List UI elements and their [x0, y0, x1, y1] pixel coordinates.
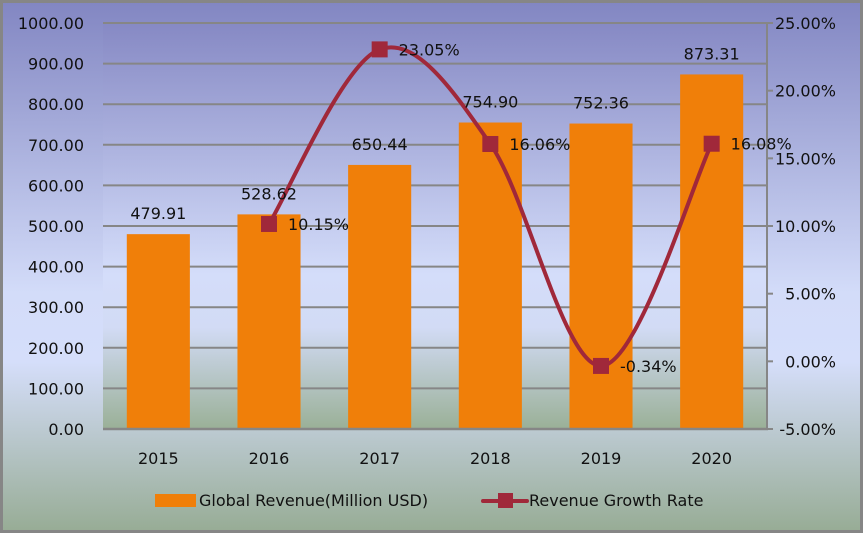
y-left-tick-label: 600.00	[28, 176, 84, 195]
growth-value-label: -0.34%	[620, 357, 677, 376]
legend-label-growth: Revenue Growth Rate	[529, 491, 703, 510]
x-tick-label: 2017	[359, 449, 400, 468]
growth-value-label: 10.15%	[288, 215, 349, 234]
bar-value-label: 528.62	[241, 184, 297, 203]
bar-2018	[458, 122, 522, 430]
marker-2016	[261, 215, 277, 232]
legend-item-revenue[interactable]: Global Revenue(Million USD)	[155, 491, 428, 510]
y-right-tick-label: 25.00%	[775, 14, 836, 33]
y-right-tick-label: -5.00%	[779, 420, 836, 439]
y-left-tick-label: 200.00	[28, 339, 84, 358]
bar-series	[126, 74, 744, 430]
bar-value-label: 873.31	[684, 44, 740, 63]
gridlines	[103, 22, 767, 390]
growth-value-label: 23.05%	[399, 40, 460, 59]
legend-item-growth[interactable]: Revenue Growth Rate	[481, 491, 703, 510]
x-axis-labels: 2015 2016 2017 2018 2019 2020	[138, 449, 732, 468]
y-right-tick-label: 10.00%	[775, 217, 836, 236]
legend-swatch-marker	[498, 493, 513, 508]
y-right-tick-label: 20.00%	[775, 82, 836, 101]
y-left-tick-label: 900.00	[28, 55, 84, 74]
legend-label-revenue: Global Revenue(Million USD)	[199, 491, 428, 510]
x-tick-label: 2015	[138, 449, 179, 468]
y-left-tick-label: 800.00	[28, 95, 84, 114]
y-axis-left-labels: 0.00 100.00 200.00 300.00 400.00 500.00 600.00…	[18, 14, 84, 439]
axes	[103, 22, 773, 431]
bar-2017	[348, 164, 412, 429]
x-tick-label: 2018	[470, 449, 511, 468]
marker-2020	[703, 135, 720, 152]
bar-value-label: 479.91	[130, 204, 186, 223]
bar-2020	[680, 74, 744, 429]
x-tick-label: 2020	[691, 449, 732, 468]
line-series	[261, 41, 720, 374]
legend: Global Revenue(Million USD) Revenue Grow…	[155, 491, 703, 510]
y-right-tick-label: 5.00%	[785, 285, 836, 304]
growth-rate-line	[267, 45, 714, 368]
marker-2018	[482, 135, 499, 152]
y-left-tick-label: 100.00	[28, 379, 84, 398]
y-left-tick-label: 1000.00	[18, 14, 84, 33]
y-right-tick-label: 15.00%	[775, 149, 836, 168]
y-left-tick-label: 300.00	[28, 298, 84, 317]
bar-2019	[569, 123, 633, 429]
bar-value-label: 752.36	[573, 94, 629, 113]
y-left-tick-label: 500.00	[28, 217, 84, 236]
y-left-tick-label: 0.00	[48, 420, 84, 439]
bar-2016	[237, 214, 301, 429]
bar-data-labels: 479.91 528.62 650.44 754.90 752.36 873.31	[130, 44, 739, 223]
x-tick-label: 2016	[249, 449, 290, 468]
y-axis-right-labels: -5.00% 0.00% 5.00% 10.00% 15.00% 20.00% 25.00%	[775, 14, 836, 439]
y-right-tick-label: 0.00%	[785, 352, 836, 371]
marker-2017	[371, 41, 388, 58]
y-left-tick-label: 400.00	[28, 258, 84, 277]
bar-value-label: 650.44	[352, 135, 408, 154]
y-left-tick-label: 700.00	[28, 136, 84, 155]
growth-value-label: 16.06%	[509, 135, 570, 154]
marker-2019	[593, 357, 609, 374]
bar-2015	[126, 234, 190, 429]
growth-value-label: 16.08%	[731, 135, 792, 154]
line-data-labels: 10.15% 23.05% 16.06% -0.34% 16.08%	[288, 40, 792, 376]
x-tick-label: 2019	[581, 449, 622, 468]
bar-value-label: 754.90	[462, 93, 518, 112]
legend-swatch-bar	[155, 494, 196, 507]
